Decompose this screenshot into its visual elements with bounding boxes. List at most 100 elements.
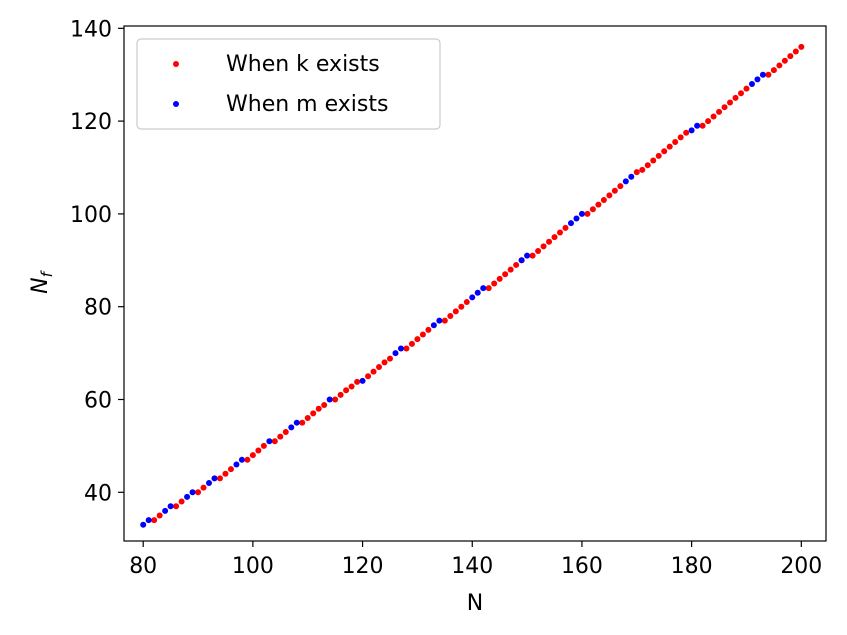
y-tick-label-40: 40 (84, 481, 112, 506)
point-k-24 (348, 383, 355, 390)
point-k-18 (310, 410, 317, 417)
point-m-15 (392, 350, 399, 357)
point-m-7 (211, 475, 218, 482)
point-m-4 (184, 493, 191, 500)
point-k-21 (332, 396, 339, 403)
point-k-8 (227, 466, 234, 473)
legend-label-k: When k exists (226, 52, 380, 77)
point-k-9 (244, 456, 251, 463)
point-k-13 (271, 438, 278, 445)
point-k-39 (458, 303, 465, 310)
point-k-30 (386, 355, 393, 362)
point-k-4 (195, 489, 202, 496)
y-tick-label-120: 120 (70, 110, 112, 135)
point-k-71 (683, 129, 690, 136)
y-axis-ticks: 40 60 80 100 120 140 (70, 17, 124, 506)
point-k-51 (546, 238, 553, 245)
point-k-57 (595, 201, 602, 208)
point-k-64 (644, 162, 651, 169)
point-k-26 (365, 373, 372, 380)
point-k-63 (639, 166, 646, 173)
point-m-8 (233, 461, 240, 468)
point-k-44 (502, 271, 509, 278)
point-k-15 (282, 428, 289, 435)
x-tick-label-80: 80 (129, 554, 157, 579)
point-k-59 (606, 192, 613, 199)
point-k-84 (781, 57, 788, 64)
point-k-62 (633, 169, 640, 176)
point-k-87 (798, 43, 805, 50)
point-m-13 (326, 396, 333, 403)
point-k-23 (343, 387, 350, 394)
point-m-31 (748, 81, 755, 87)
point-m-26 (578, 210, 585, 217)
point-m-11 (288, 424, 295, 431)
x-tick-label-200: 200 (780, 554, 822, 579)
point-m-3 (167, 503, 174, 510)
point-k-43 (496, 275, 503, 282)
point-k-56 (589, 206, 596, 213)
point-k-54 (562, 224, 569, 231)
point-m-28 (628, 173, 635, 180)
point-m-29 (688, 127, 695, 134)
point-k-6 (216, 475, 223, 482)
point-k-36 (441, 317, 448, 324)
point-m-32 (754, 76, 761, 83)
y-axis-label: Nf (28, 269, 56, 293)
point-m-27 (622, 178, 629, 185)
point-k-55 (584, 210, 591, 217)
point-k-68 (666, 143, 673, 150)
point-k-11 (255, 447, 262, 454)
point-m-5 (189, 489, 196, 496)
y-axis-label-subscript: f (38, 269, 56, 277)
point-k-25 (354, 378, 361, 385)
point-m-16 (397, 345, 404, 352)
x-tick-label-120: 120 (342, 554, 384, 579)
legend-marker-k (173, 61, 179, 67)
point-m-20 (474, 289, 481, 296)
x-tick-label-140: 140 (451, 554, 493, 579)
point-k-29 (381, 359, 388, 366)
point-k-2 (173, 503, 180, 510)
point-k-76 (721, 104, 728, 111)
point-k-80 (743, 85, 750, 92)
point-m-14 (359, 377, 366, 384)
point-m-6 (206, 480, 213, 486)
point-k-34 (419, 331, 426, 338)
point-m-9 (238, 456, 245, 463)
point-k-28 (376, 364, 383, 371)
point-k-10 (249, 452, 256, 459)
point-k-1 (156, 512, 163, 519)
point-k-14 (277, 433, 284, 440)
point-k-27 (370, 368, 377, 375)
point-k-41 (485, 285, 492, 292)
point-k-12 (260, 442, 267, 449)
point-k-82 (770, 67, 777, 74)
x-tick-label-160: 160 (561, 554, 603, 579)
point-m-10 (266, 438, 273, 445)
point-m-19 (469, 294, 476, 301)
y-tick-label-60: 60 (84, 388, 112, 413)
point-k-75 (716, 108, 723, 115)
point-k-42 (491, 280, 498, 287)
point-m-21 (480, 285, 487, 292)
point-k-32 (408, 340, 415, 347)
point-m-2 (162, 507, 169, 514)
point-k-16 (299, 419, 306, 426)
point-k-61 (617, 183, 624, 190)
point-k-53 (557, 229, 564, 236)
x-axis-label: N (467, 591, 483, 616)
x-tick-label-180: 180 (671, 554, 713, 579)
point-k-52 (551, 234, 558, 241)
point-k-37 (447, 312, 454, 319)
legend-label-m: When m exists (226, 92, 388, 117)
legend-marker-m (173, 101, 179, 107)
point-m-24 (567, 220, 574, 227)
point-k-74 (710, 113, 717, 120)
y-tick-label-140: 140 (70, 17, 112, 42)
point-k-65 (650, 157, 657, 164)
point-k-58 (600, 196, 607, 203)
y-tick-label-80: 80 (84, 296, 112, 321)
legend-box (136, 38, 441, 130)
point-k-3 (178, 498, 185, 505)
